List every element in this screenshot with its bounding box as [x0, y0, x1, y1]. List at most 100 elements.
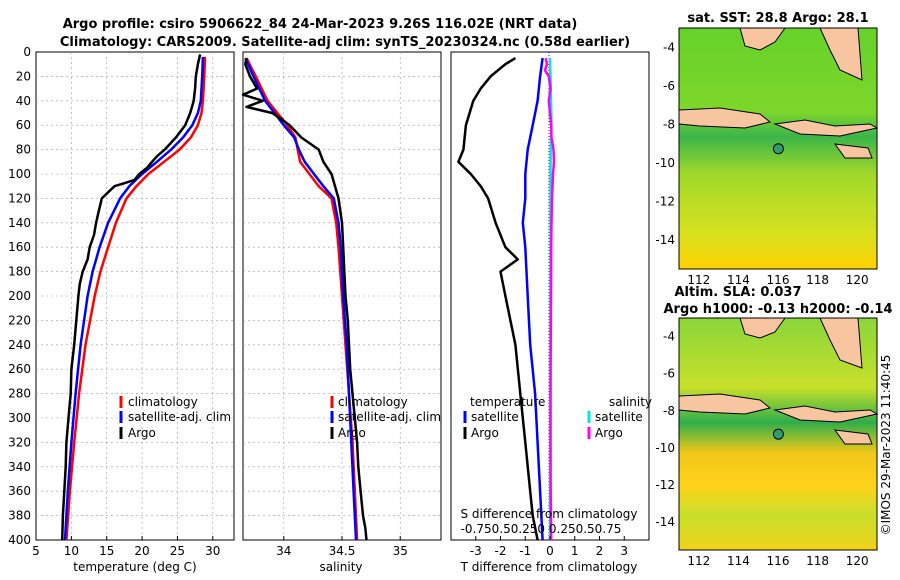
- difference-secondary-xlabel: S difference from climatology: [461, 507, 638, 521]
- ytick-label: 220: [8, 313, 31, 327]
- ytick-label: 240: [8, 338, 31, 352]
- land-borneo: [739, 317, 786, 339]
- xtick-label: 15: [99, 544, 114, 558]
- credit-text: ©IMOS 29-Mar-2023 11:40:45: [879, 355, 893, 536]
- ytick-label: 340: [8, 460, 31, 474]
- figure-title-line1: Argo profile: csiro 5906622_84 24-Mar-20…: [63, 17, 578, 32]
- xtick-label: 1: [571, 544, 579, 558]
- difference-secondary-xticks: -0.750.50.250 0.250.50.75: [461, 522, 622, 536]
- xtick-label: 10: [64, 544, 79, 558]
- map-xtick-label: 114: [727, 273, 750, 287]
- difference-legend-salinity: salinity satellite Argo: [587, 395, 652, 440]
- map-xtick-label: 114: [727, 554, 750, 568]
- legend-label-climatology: climatology: [128, 395, 198, 409]
- map-ytick-label: -4: [663, 40, 675, 54]
- xtick-label: 20: [134, 544, 149, 558]
- xtick-label: -2: [495, 544, 507, 558]
- xtick-label: 3: [620, 544, 628, 558]
- ytick-label: 40: [16, 94, 31, 108]
- land-borneo: [739, 27, 786, 51]
- series-line-satellite-adj-clim: [63, 56, 205, 541]
- map-xtick-label: 112: [687, 554, 710, 568]
- map-xtick-label: 116: [767, 554, 790, 568]
- land-sulawesi: [819, 27, 863, 81]
- xtick-label: 2: [596, 544, 604, 558]
- temperature-legend: climatology satellite-adj. clim Argo: [119, 395, 231, 440]
- xtick-label: 5: [32, 544, 40, 558]
- legend-label-argo: Argo: [128, 426, 156, 440]
- xtick-label: -3: [470, 544, 482, 558]
- sst-map: sat. SST: 28.8 Argo: 28.1 112 114 116 118 12…: [655, 11, 879, 287]
- sla-map-title-line2: Argo h1000: -0.13 h2000: -0.14: [663, 302, 892, 317]
- salinity-panel: 34 34.5 35 salinity climatology satellite-…: [241, 51, 442, 574]
- xtick-label: 30: [205, 544, 220, 558]
- land-java: [678, 393, 772, 415]
- land-sumba: [833, 143, 873, 159]
- ytick-label: 100: [8, 167, 31, 181]
- map-ytick-label: -10: [655, 441, 675, 455]
- ytick-label: 200: [8, 289, 31, 303]
- xtick-label: 25: [170, 544, 185, 558]
- temperature-xlabel: temperature (deg C): [73, 560, 196, 574]
- xtick-label: -1: [519, 544, 531, 558]
- argo-position-marker: [772, 428, 784, 440]
- map-xtick-label: 116: [767, 273, 790, 287]
- xtick-label: 35: [393, 544, 408, 558]
- series-line-argo: [60, 54, 202, 541]
- sla-land: [678, 317, 879, 445]
- map-xtick-label: 120: [846, 273, 869, 287]
- map-ytick-label: -8: [663, 117, 675, 131]
- legend-label-climatology: climatology: [338, 395, 408, 409]
- series-line-argo: [241, 57, 368, 541]
- sla-map: Altim. SLA: 0.037 Argo h1000: -0.13 h200…: [655, 285, 892, 568]
- legend-title-salinity: salinity: [609, 395, 652, 409]
- ytick-label: 180: [8, 265, 31, 279]
- xtick-label: 0: [546, 544, 554, 558]
- series-line-argo: [543, 57, 556, 541]
- difference-legend-temperature: temperature satellite Argo: [463, 395, 545, 440]
- map-ytick-label: -8: [663, 404, 675, 418]
- land-nusa-tenggara: [773, 119, 879, 137]
- map-xtick-label: 112: [687, 273, 710, 287]
- difference-panel: -3 -2 -1 0 1 2 3 T difference from climatology…: [450, 51, 652, 574]
- ytick-label: 120: [8, 191, 31, 205]
- difference-xlabel: T difference from climatology: [460, 560, 638, 574]
- ytick-label: 20: [16, 69, 31, 83]
- legend-label-satellite: satellite: [471, 410, 519, 424]
- legend-label-sal-argo: Argo: [595, 426, 623, 440]
- land-sulawesi: [819, 317, 863, 369]
- map-xtick-label: 118: [806, 273, 829, 287]
- map-ytick-label: -12: [655, 195, 675, 209]
- legend-label-satellite: satellite-adj. clim: [338, 410, 441, 424]
- map-xtick-label: 118: [806, 554, 829, 568]
- figure-title-line2: Climatology: CARS2009. Satellite-adj cli…: [60, 35, 630, 50]
- map-ytick-label: -14: [655, 515, 675, 529]
- legend-label-argo: Argo: [471, 426, 499, 440]
- xtick-label: 34.5: [329, 544, 356, 558]
- map-ytick-label: -14: [655, 233, 675, 247]
- series-line-climatology: [65, 56, 207, 541]
- salinity-xlabel: salinity: [319, 560, 362, 574]
- ytick-label: 0: [23, 45, 31, 59]
- ytick-label: 280: [8, 387, 31, 401]
- map-ytick-label: -4: [663, 330, 675, 344]
- ytick-label: 80: [16, 143, 31, 157]
- legend-label-satellite: satellite-adj. clim: [128, 410, 231, 424]
- series-line-argo: [457, 57, 539, 541]
- land-sumba: [833, 429, 873, 445]
- series-line-satellite: [521, 57, 544, 541]
- land-java: [678, 107, 772, 129]
- ytick-label: 360: [8, 484, 31, 498]
- legend-label-argo: Argo: [338, 426, 366, 440]
- sst-map-title: sat. SST: 28.8 Argo: 28.1: [687, 11, 868, 26]
- sst-land: [678, 27, 879, 159]
- map-xtick-label: 120: [846, 554, 869, 568]
- ytick-label: 60: [16, 118, 31, 132]
- series-line-satellite-adj-clim: [244, 57, 358, 541]
- temperature-panel: 5 10 15 20 25 30 0 20 40 60 80 100 120 140 160 180 200 2…: [8, 45, 235, 574]
- xtick-label: 34: [276, 544, 291, 558]
- map-ytick-label: -6: [663, 79, 675, 93]
- salinity-legend: climatology satellite-adj. clim Argo: [330, 395, 441, 440]
- ytick-label: 260: [8, 362, 31, 376]
